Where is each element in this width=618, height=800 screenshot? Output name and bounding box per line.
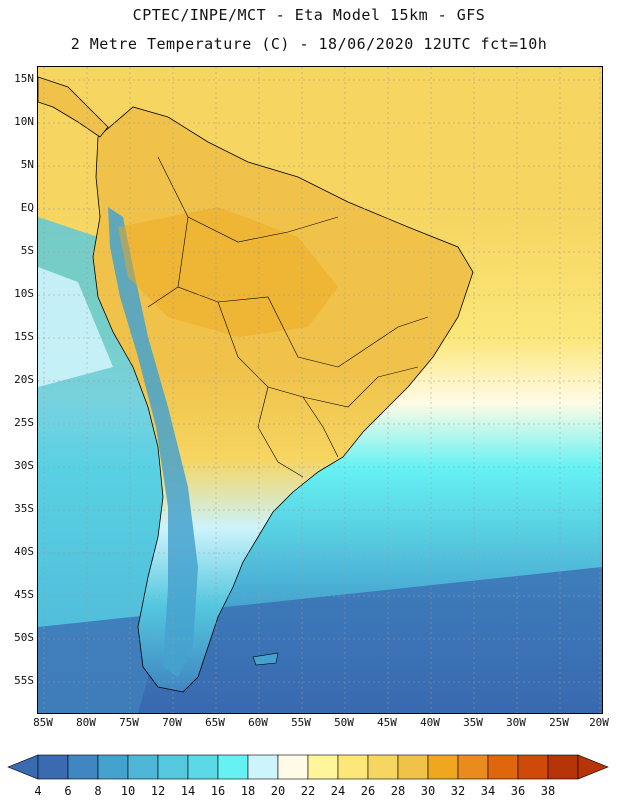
lon-label: 40W (420, 716, 440, 729)
lat-label: 20S (14, 373, 34, 386)
map-title-line2: 2 Metre Temperature (C) - 18/06/2020 12U… (70, 35, 548, 53)
colorbar-swatch (97, 754, 129, 780)
central-america (38, 76, 109, 138)
lat-label: 15N (14, 72, 34, 85)
colorbar-swatch (547, 754, 579, 780)
lat-label: 5N (20, 158, 34, 171)
map-canvas (38, 67, 602, 713)
colorbar-label: 26 (360, 784, 376, 798)
colorbar-swatch (127, 754, 159, 780)
colorbar-swatch (187, 754, 219, 780)
lon-label: 85W (33, 716, 53, 729)
lon-label: 75W (119, 716, 139, 729)
lon-label: 65W (205, 716, 225, 729)
lon-label: 20W (589, 716, 609, 729)
colorbar-label: 14 (180, 784, 196, 798)
pacific-mild-region (38, 267, 113, 387)
colorbar-label: 34 (480, 784, 496, 798)
colorbar-swatch (217, 754, 249, 780)
colorbar-label: 10 (120, 784, 136, 798)
colorbar-swatch (457, 754, 489, 780)
colorbar-label: 28 (390, 784, 406, 798)
colorbar-label: 8 (94, 784, 102, 798)
colorbar-label: 22 (300, 784, 316, 798)
lon-label: 55W (291, 716, 311, 729)
temperature-colorbar (7, 754, 609, 780)
colorbar-label: 16 (210, 784, 226, 798)
colorbar-swatch (337, 754, 369, 780)
colorbar-swatch (37, 754, 69, 780)
colorbar-label: 20 (270, 784, 286, 798)
colorbar-label: 32 (450, 784, 466, 798)
lat-label: EQ (20, 201, 34, 214)
colorbar-label: 38 (540, 784, 556, 798)
colorbar-left-arrow (7, 754, 39, 780)
colorbar-swatch (277, 754, 309, 780)
lon-label: 30W (506, 716, 526, 729)
colorbar-label: 36 (510, 784, 526, 798)
lon-label: 35W (463, 716, 483, 729)
colorbar-label: 4 (34, 784, 42, 798)
colorbar-label: 12 (150, 784, 166, 798)
lat-label: 30S (14, 459, 34, 472)
colorbar-swatch (517, 754, 549, 780)
graticule (38, 67, 602, 713)
lat-label: 25S (14, 416, 34, 429)
colorbar-swatch (157, 754, 189, 780)
lat-label: 50S (14, 631, 34, 644)
colorbar-swatch (397, 754, 429, 780)
lon-label: 25W (549, 716, 569, 729)
lon-label: 50W (334, 716, 354, 729)
andes-cold-strip (108, 207, 198, 677)
lon-label: 60W (248, 716, 268, 729)
map-title-line1: CPTEC/INPE/MCT - Eta Model 15km - GFS (132, 6, 486, 24)
lat-label: 45S (14, 588, 34, 601)
colorbar-swatch (307, 754, 339, 780)
lat-label: 5S (20, 244, 34, 257)
temperature-map (37, 66, 603, 714)
lon-label: 45W (377, 716, 397, 729)
amazon-warm-area (118, 207, 338, 337)
lon-label: 70W (162, 716, 182, 729)
colorbar-label: 24 (330, 784, 346, 798)
colorbar-swatch (67, 754, 99, 780)
lat-label: 10N (14, 115, 34, 128)
colorbar-label: 18 (240, 784, 256, 798)
lat-label: 40S (14, 545, 34, 558)
colorbar-label: 30 (420, 784, 436, 798)
colorbar-swatch (427, 754, 459, 780)
colorbar-swatch (487, 754, 519, 780)
colorbar-right-arrow (577, 754, 609, 780)
country-borders (147, 156, 429, 478)
colorbar-swatch (367, 754, 399, 780)
colorbar-swatch (247, 754, 279, 780)
lat-label: 35S (14, 502, 34, 515)
colorbar-label: 6 (64, 784, 72, 798)
lon-label: 80W (76, 716, 96, 729)
lat-label: 15S (14, 330, 34, 343)
lat-label: 10S (14, 287, 34, 300)
lat-label: 55S (14, 674, 34, 687)
